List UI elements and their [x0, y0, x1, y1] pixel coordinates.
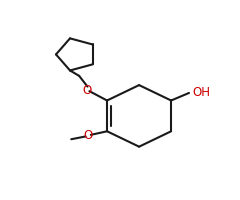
Text: O: O	[83, 84, 92, 97]
Text: OH: OH	[192, 86, 210, 99]
Text: O: O	[84, 129, 93, 142]
